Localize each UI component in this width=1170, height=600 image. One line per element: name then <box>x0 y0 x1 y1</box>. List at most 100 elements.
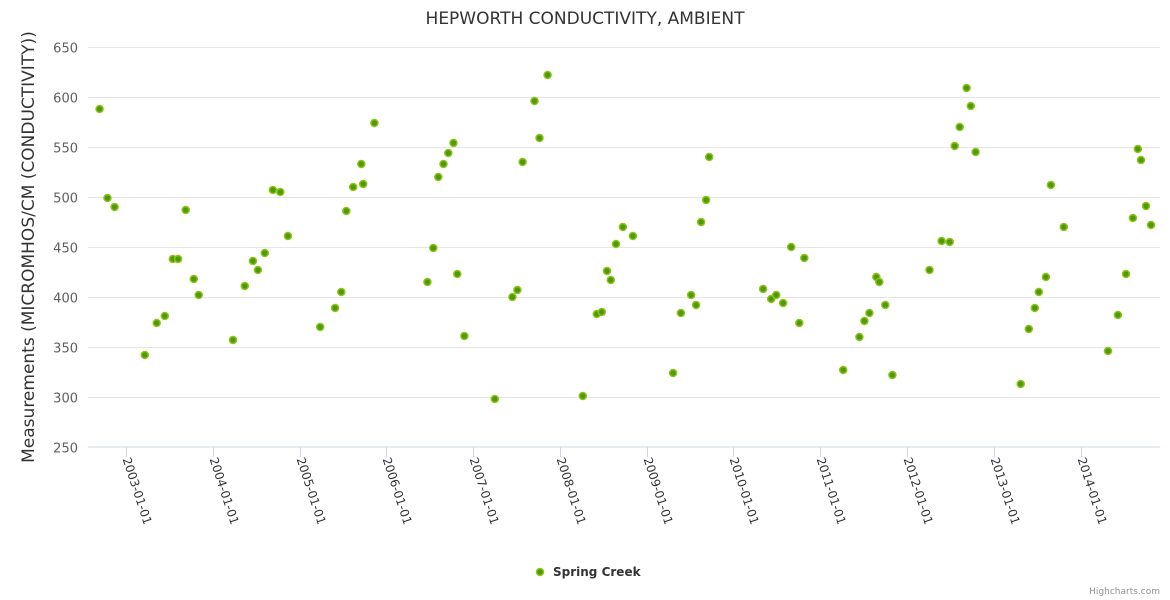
data-point[interactable] <box>704 152 714 162</box>
data-point[interactable] <box>691 300 701 310</box>
x-tick-label: 2007-01-01 <box>467 456 502 527</box>
data-point[interactable] <box>855 332 864 342</box>
y-axis-ticks: 250 300 350 400 450 500 550 600 650 <box>53 42 78 457</box>
data-point[interactable] <box>1034 287 1044 297</box>
data-point[interactable] <box>1121 269 1131 279</box>
y-tick-label: 500 <box>53 192 78 207</box>
data-point[interactable] <box>268 185 278 195</box>
x-tick-label: 2011-01-01 <box>814 456 849 527</box>
data-point[interactable] <box>337 287 346 297</box>
data-point[interactable] <box>110 202 119 212</box>
data-point[interactable] <box>1046 180 1056 190</box>
data-point[interactable] <box>460 331 469 341</box>
data-point[interactable] <box>611 239 621 249</box>
data-point[interactable] <box>925 265 934 275</box>
data-point[interactable] <box>152 318 161 328</box>
data-point[interactable] <box>189 274 199 284</box>
data-point[interactable] <box>771 290 781 300</box>
data-point[interactable] <box>1146 220 1156 230</box>
data-point[interactable] <box>508 292 517 302</box>
data-point[interactable] <box>758 284 768 294</box>
data-point[interactable] <box>786 242 796 252</box>
data-point[interactable] <box>358 179 368 189</box>
data-point[interactable] <box>966 101 976 111</box>
data-point[interactable] <box>860 316 869 326</box>
data-point[interactable] <box>342 206 351 216</box>
data-point[interactable] <box>865 308 874 318</box>
data-point[interactable] <box>240 281 250 291</box>
data-point[interactable] <box>260 248 270 258</box>
data-point[interactable] <box>618 222 628 232</box>
data-point[interactable] <box>140 350 150 360</box>
data-point[interactable] <box>95 104 104 114</box>
data-point[interactable] <box>181 205 190 215</box>
data-point[interactable] <box>1030 303 1040 313</box>
legend[interactable]: Spring Creek <box>535 565 642 579</box>
legend-item-spring-creek[interactable]: Spring Creek <box>553 565 642 579</box>
data-point[interactable] <box>1059 222 1069 232</box>
data-point[interactable] <box>1128 213 1138 223</box>
data-point[interactable] <box>838 365 848 375</box>
data-point[interactable] <box>945 237 954 247</box>
data-point[interactable] <box>429 243 438 253</box>
data-point[interactable] <box>490 394 500 404</box>
data-point[interactable] <box>962 83 971 93</box>
data-point[interactable] <box>888 370 897 380</box>
data-point[interactable] <box>1113 310 1123 320</box>
data-point[interactable] <box>423 277 432 287</box>
data-point[interactable] <box>937 236 946 246</box>
data-point[interactable] <box>530 96 539 106</box>
data-point[interactable] <box>800 253 809 263</box>
data-point[interactable] <box>535 133 544 143</box>
data-point[interactable] <box>513 285 522 295</box>
data-point[interactable] <box>194 290 203 300</box>
data-point[interactable] <box>348 182 358 192</box>
data-point[interactable] <box>1133 144 1143 154</box>
data-point[interactable] <box>330 303 340 313</box>
data-point[interactable] <box>248 256 258 266</box>
data-point[interactable] <box>543 70 552 80</box>
data-point[interactable] <box>602 266 612 276</box>
data-point[interactable] <box>578 391 588 401</box>
data-point[interactable] <box>606 275 616 285</box>
legend-marker-icon <box>535 567 545 577</box>
data-point[interactable] <box>434 172 443 182</box>
data-point[interactable] <box>875 277 884 287</box>
data-point[interactable] <box>228 335 238 345</box>
data-point[interactable] <box>971 147 980 157</box>
data-point[interactable] <box>1041 272 1051 282</box>
credits-link[interactable]: Highcharts.com <box>1089 587 1160 597</box>
data-point[interactable] <box>253 265 263 275</box>
data-point[interactable] <box>628 231 638 241</box>
series-spring-creek[interactable] <box>95 70 1156 404</box>
data-point[interactable] <box>1103 346 1113 356</box>
data-point[interactable] <box>881 300 890 310</box>
data-point[interactable] <box>173 254 183 264</box>
data-point[interactable] <box>676 308 686 318</box>
data-point[interactable] <box>315 322 325 332</box>
data-point[interactable] <box>950 141 959 151</box>
data-point[interactable] <box>283 231 293 241</box>
data-point[interactable] <box>668 368 678 378</box>
data-point[interactable] <box>444 148 453 158</box>
data-point[interactable] <box>357 159 366 169</box>
data-point[interactable] <box>955 122 964 132</box>
data-point[interactable] <box>597 307 607 317</box>
data-point[interactable] <box>778 298 788 308</box>
data-point[interactable] <box>1136 155 1146 165</box>
data-point[interactable] <box>370 118 379 128</box>
data-point[interactable] <box>1141 201 1151 211</box>
data-point[interactable] <box>439 159 448 169</box>
data-point[interactable] <box>160 311 170 321</box>
data-point[interactable] <box>795 318 804 328</box>
data-point[interactable] <box>103 193 112 203</box>
data-point[interactable] <box>701 195 711 205</box>
data-point[interactable] <box>449 138 458 148</box>
data-point[interactable] <box>1024 324 1034 334</box>
data-point[interactable] <box>696 217 706 227</box>
data-point[interactable] <box>518 157 527 167</box>
data-point[interactable] <box>1016 379 1025 389</box>
data-point[interactable] <box>453 269 462 279</box>
data-point[interactable] <box>686 290 696 300</box>
data-point[interactable] <box>276 187 285 197</box>
